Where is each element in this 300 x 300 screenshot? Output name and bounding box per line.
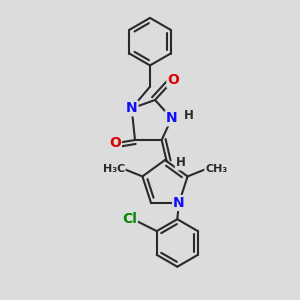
Text: H: H — [184, 109, 194, 122]
Text: Cl: Cl — [122, 212, 137, 226]
Text: N: N — [126, 101, 137, 115]
Text: O: O — [109, 136, 121, 150]
Text: N: N — [173, 196, 185, 210]
Text: O: O — [167, 73, 179, 87]
Text: CH₃: CH₃ — [205, 164, 227, 174]
Text: N: N — [166, 111, 178, 125]
Text: H₃C: H₃C — [103, 164, 125, 174]
Text: H: H — [176, 156, 186, 170]
